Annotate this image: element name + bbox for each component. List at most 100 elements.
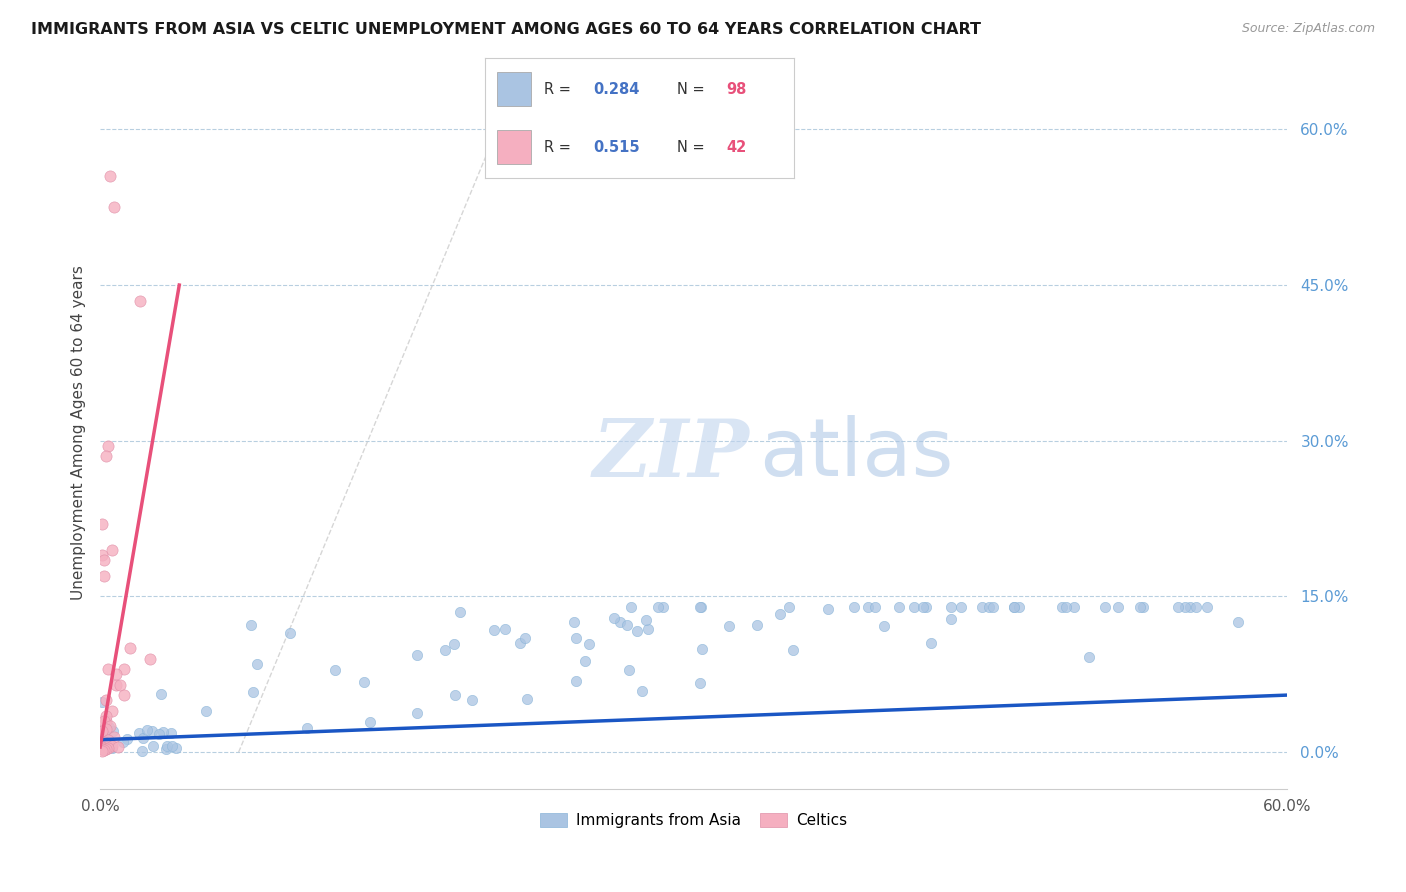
Point [778,599,800,614]
Point [603,611,626,625]
Point [91,516,114,531]
Point [1063,599,1085,614]
Point [108,678,131,692]
Point [94,709,117,723]
Point [574,654,596,668]
Point [101,741,124,756]
Point [1002,599,1025,614]
Point [513,631,536,645]
Point [887,599,910,614]
Point [93,568,115,582]
Point [950,599,973,614]
Point [617,664,640,678]
Point [972,599,994,614]
Text: N =: N = [676,139,704,154]
Legend: Immigrants from Asia, Celtics: Immigrants from Asia, Celtics [534,807,853,834]
Point [1180,599,1202,614]
Point [97,732,120,747]
Point [104,678,127,692]
Point [690,642,713,657]
Point [1129,599,1152,614]
Point [856,599,879,614]
Point [112,662,135,676]
Point [159,726,181,740]
Point [91,731,114,746]
FancyBboxPatch shape [498,72,531,106]
Point [98,719,121,733]
Point [141,724,163,739]
Point [239,618,262,632]
Point [132,731,155,746]
Point [93,726,115,740]
Point [323,663,346,677]
Point [941,612,963,626]
Point [93,553,115,567]
Text: 98: 98 [727,82,747,97]
Point [689,599,711,614]
Point [631,684,654,698]
Point [689,675,711,690]
Text: 0.284: 0.284 [593,82,640,97]
Point [652,599,675,614]
Point [93,714,115,728]
Point [148,727,170,741]
Point [118,641,141,656]
Point [101,739,124,753]
Point [979,599,1001,614]
Point [138,652,160,666]
Point [1167,599,1189,614]
Point [104,667,127,681]
Point [903,599,925,614]
Point [111,735,134,749]
Point [1094,599,1116,614]
Point [406,648,429,663]
Point [443,688,465,702]
Text: 0.515: 0.515 [593,139,640,154]
Point [128,293,150,308]
Point [1078,649,1101,664]
Point [91,724,114,739]
Point [769,607,792,621]
Point [90,723,112,738]
Point [94,714,117,728]
Point [150,687,173,701]
Text: 42: 42 [727,139,747,154]
Point [91,724,114,739]
Point [103,724,125,739]
Point [1002,599,1025,614]
Point [91,737,114,751]
Point [101,704,124,718]
Point [107,739,129,754]
Point [103,200,125,214]
Point [1226,615,1249,630]
Text: Source: ZipAtlas.com: Source: ZipAtlas.com [1241,22,1375,36]
Point [647,599,669,614]
Point [94,738,117,752]
Point [844,599,866,614]
Point [162,739,184,753]
Point [620,599,643,614]
Text: N =: N = [676,82,704,97]
Point [405,706,427,721]
Point [443,637,465,651]
Point [93,735,115,749]
Point [1007,599,1029,614]
Point [1132,599,1154,614]
Text: ZIP: ZIP [593,416,749,493]
Point [912,599,935,614]
Point [94,723,117,737]
Point [128,726,150,740]
Point [135,723,157,737]
Point [359,714,381,729]
Point [117,732,139,747]
Point [609,615,631,630]
Point [94,742,117,756]
Point [155,739,177,753]
Point [93,743,115,757]
Point [873,619,896,633]
Text: IMMIGRANTS FROM ASIA VS CELTIC UNEMPLOYMENT AMONG AGES 60 TO 64 YEARS CORRELATIO: IMMIGRANTS FROM ASIA VS CELTIC UNEMPLOYM… [31,22,981,37]
Point [562,615,585,630]
Point [1197,599,1219,614]
Point [578,638,600,652]
Point [353,675,375,690]
